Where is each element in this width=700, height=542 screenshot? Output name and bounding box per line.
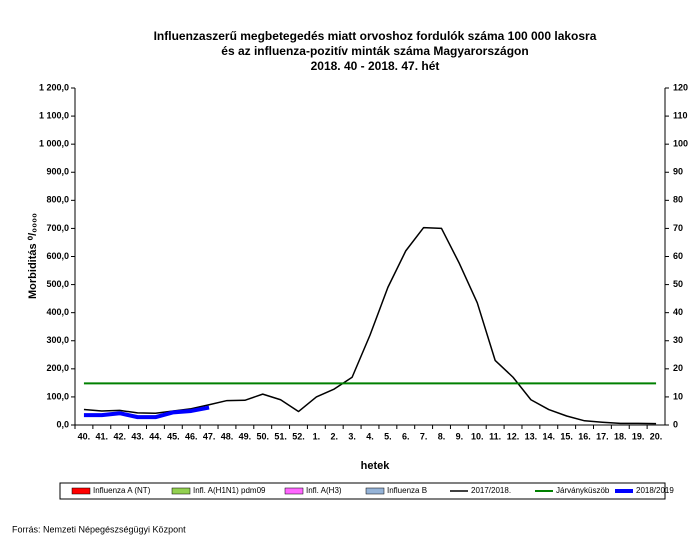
x-tick-label: 44.: [149, 431, 162, 441]
x-tick-label: 12.: [507, 431, 520, 441]
y2-tick-label: 10: [673, 391, 683, 401]
legend-label: 2017/2018.: [471, 486, 511, 495]
legend-label: Infl. A(H3): [306, 486, 342, 495]
y-tick-label: 300,0: [46, 335, 69, 345]
x-tick-label: 3.: [348, 431, 356, 441]
legend-box: [59, 482, 666, 500]
x-tick-label: 43.: [131, 431, 144, 441]
y-tick-label: 1 200,0: [39, 82, 69, 92]
y-tick-label: 0,0: [56, 419, 69, 429]
x-tick-label: 6.: [402, 431, 410, 441]
x-axis-title: hetek: [361, 460, 391, 472]
x-tick-label: 4.: [366, 431, 374, 441]
x-tick-label: 5.: [384, 431, 392, 441]
legend-swatch: [171, 487, 191, 495]
x-tick-label: 50.: [256, 431, 269, 441]
y2-tick-label: 70: [673, 223, 683, 233]
x-tick-label: 8.: [438, 431, 446, 441]
y2-tick-label: 40: [673, 307, 683, 317]
y2-tick-label: 50: [673, 279, 683, 289]
y2-tick-label: 120: [673, 82, 688, 92]
legend-label: Infl. A(H1N1) pdm09: [193, 486, 266, 495]
y-tick-label: 200,0: [46, 363, 69, 373]
legend-label: Influenza A (NT): [93, 486, 151, 495]
y-tick-label: 1 100,0: [39, 110, 69, 120]
x-tick-label: 7.: [420, 431, 428, 441]
y-tick-label: 700,0: [46, 223, 69, 233]
chart-title: 2018. 40 - 2018. 47. hét: [311, 59, 440, 73]
y-tick-label: 600,0: [46, 251, 69, 261]
x-tick-label: 9.: [456, 431, 464, 441]
y2-tick-label: 20: [673, 363, 683, 373]
y-tick-label: 800,0: [46, 195, 69, 205]
y2-tick-label: 30: [673, 335, 683, 345]
x-tick-label: 20.: [650, 431, 663, 441]
line: [83, 405, 210, 420]
y-tick-label: 500,0: [46, 279, 69, 289]
x-tick-label: 11.: [489, 431, 501, 441]
x-tick-label: 47.: [203, 431, 216, 441]
x-tick-label: 51.: [274, 431, 287, 441]
y2-tick-label: 0: [673, 419, 678, 429]
legend-swatch: [365, 487, 385, 495]
x-tick-label: 14.: [543, 431, 556, 441]
y2-tick-label: 80: [673, 195, 683, 205]
x-tick-label: 15.: [560, 431, 573, 441]
chart-title: Influenzaszerű megbetegedés miatt orvosh…: [154, 29, 597, 43]
legend-swatch: [284, 487, 304, 495]
x-tick-label: 42.: [113, 431, 126, 441]
y-tick-label: 1 000,0: [39, 139, 69, 149]
legend-label: Influenza B: [387, 486, 427, 495]
x-tick-label: 52.: [292, 431, 305, 441]
x-tick-label: 49.: [239, 431, 252, 441]
x-tick-label: 2.: [330, 431, 338, 441]
x-tick-label: 45.: [167, 431, 180, 441]
y-axis-title: Morbiditás ⁰/₀₀₀₀: [27, 213, 39, 299]
chart-title: és az influenza-pozitív minták száma Mag…: [221, 44, 528, 58]
x-tick-label: 18.: [614, 431, 627, 441]
source: Forrás: Nemzeti Népegészségügyi Központ: [12, 524, 186, 534]
y2-tick-label: 60: [673, 251, 683, 261]
legend-swatch: [71, 487, 91, 495]
x-tick-label: 1.: [313, 431, 321, 441]
y-tick-label: 400,0: [46, 307, 69, 317]
x-tick-label: 40.: [78, 431, 91, 441]
y-tick-label: 900,0: [46, 167, 69, 177]
x-tick-label: 17.: [596, 431, 609, 441]
legend-label: Járványküszöb: [556, 486, 610, 495]
y-tick-label: 100,0: [46, 391, 69, 401]
y2-tick-label: 100: [673, 139, 688, 149]
y2-tick-label: 110: [673, 110, 688, 120]
x-tick-label: 10.: [471, 431, 484, 441]
x-tick-label: 46.: [185, 431, 198, 441]
x-tick-label: 48.: [221, 431, 234, 441]
x-tick-label: 16.: [578, 431, 591, 441]
x-tick-label: 41.: [96, 431, 109, 441]
legend-label: 2018/2019: [636, 486, 674, 495]
x-tick-label: 19.: [632, 431, 645, 441]
x-tick-label: 13.: [525, 431, 538, 441]
y2-tick-label: 90: [673, 167, 683, 177]
